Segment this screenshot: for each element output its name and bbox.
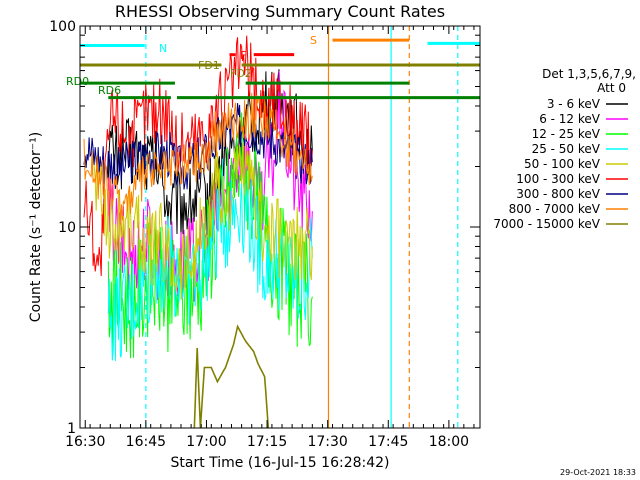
series-group [83, 35, 313, 428]
legend-label: 3 - 6 keV [547, 97, 601, 111]
state-label: FD1 [198, 59, 220, 72]
legend-label: 12 - 25 keV [532, 127, 601, 141]
y-tick-label: 1 [67, 421, 76, 437]
x-tick-label: 16:45 [126, 434, 166, 450]
legend-label: 50 - 100 keV [524, 157, 601, 171]
state-label: N [159, 42, 167, 55]
x-tick-label: 17:15 [247, 434, 287, 450]
state-label: F [240, 49, 246, 62]
x-tick-label: 17:00 [186, 434, 226, 450]
state-label: FD2 [230, 67, 252, 80]
plot-area: N S F FD1 FD2 RD0 RD6 [66, 25, 481, 429]
y-tick-label: 10 [58, 220, 76, 236]
series-line [107, 158, 313, 362]
series-line [83, 103, 313, 190]
state-label: S [310, 34, 317, 47]
x-axis-ticks: 16:30 16:45 17:00 17:15 17:30 17:45 18:00 [65, 26, 475, 450]
legend-label: 6 - 12 keV [539, 112, 601, 126]
series-line [107, 70, 313, 302]
legend-attenuator: Att 0 [597, 81, 626, 95]
legend-label: 300 - 800 keV [516, 187, 600, 201]
x-tick-label: 17:30 [307, 434, 347, 450]
legend-label: 7000 - 15000 keV [493, 217, 600, 231]
x-axis-label: Start Time (16-Jul-15 16:28:42) [170, 455, 389, 471]
x-tick-label: 18:00 [429, 434, 469, 450]
legend-label: 25 - 50 keV [532, 142, 601, 156]
footer-date: 29-Oct-2021 18:33 [560, 468, 636, 477]
state-label: RD0 [66, 75, 89, 88]
legend-label: 800 - 7000 keV [509, 202, 601, 216]
legend-detectors: Det 1,3,5,6,7,9, [542, 67, 636, 81]
series-line [83, 92, 313, 225]
x-tick-label: 16:30 [65, 434, 105, 450]
series-line [91, 142, 313, 300]
x-tick-label: 17:45 [368, 434, 408, 450]
chart-title: RHESSI Observing Summary Count Rates [115, 2, 445, 21]
y-tick-label: 100 [49, 19, 76, 35]
y-axis-label: Count Rate (s⁻¹ detector⁻¹) [28, 132, 44, 322]
y-axis-ticks: 1 10 100 [49, 19, 480, 437]
legend-label: 100 - 300 keV [516, 172, 600, 186]
state-label: RD6 [98, 84, 121, 97]
series-line [193, 324, 270, 428]
